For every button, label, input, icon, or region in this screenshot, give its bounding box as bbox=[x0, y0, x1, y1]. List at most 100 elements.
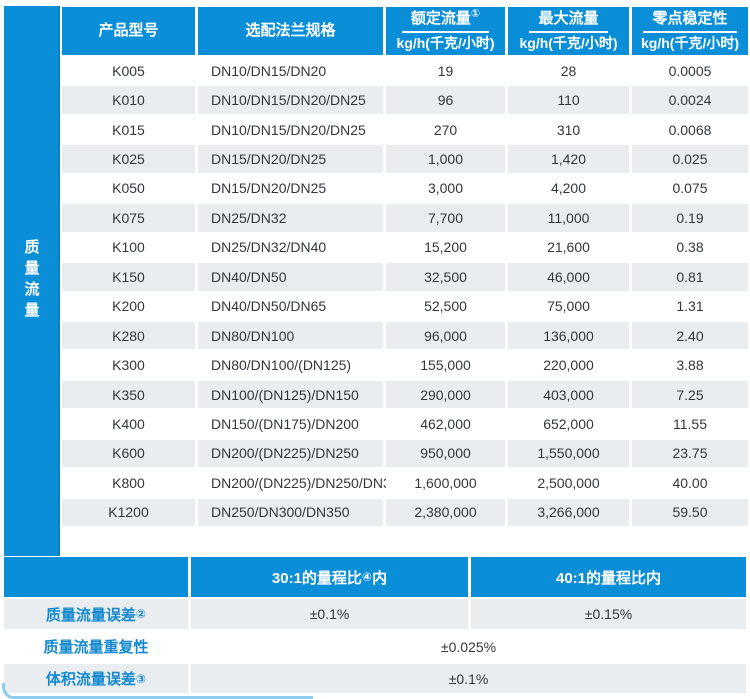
cell-model: K025 bbox=[62, 145, 195, 173]
cell-zero: 0.38 bbox=[632, 233, 748, 262]
cell-flange: DN80/DN100 bbox=[198, 321, 383, 350]
rated-flow-unit: kg/h(千克/小时) bbox=[396, 34, 495, 51]
cell-max: 3,266,000 bbox=[508, 498, 629, 526]
cell-zero: 3.88 bbox=[632, 351, 748, 379]
cell-model: K015 bbox=[62, 115, 195, 144]
cell-max: 220,000 bbox=[508, 351, 629, 379]
mass-flow-repeatability-label: 质量流量重复性 bbox=[4, 631, 188, 662]
cell-zero: 59.50 bbox=[632, 498, 748, 526]
cell-model: K075 bbox=[62, 204, 195, 232]
cell-zero: 7.25 bbox=[632, 380, 748, 409]
cell-model: K300 bbox=[62, 351, 195, 379]
cell-model: K280 bbox=[62, 321, 195, 350]
cell-flange: DN40/DN50 bbox=[198, 263, 383, 291]
accuracy-section: 30:1的量程比 ④ 内 40:1的量程比内 质量流量误差 ② ±0.1% ±0.15… bbox=[4, 557, 746, 693]
mass-flow-repeatability-value: ±0.025% bbox=[191, 631, 746, 662]
accuracy-header-turndown-40: 40:1的量程比内 bbox=[471, 557, 746, 597]
cell-rated: 15,200 bbox=[386, 233, 505, 262]
rounded-corner-decoration bbox=[2, 683, 313, 699]
cell-rated: 32,500 bbox=[386, 263, 505, 291]
col-header-rated-flow: 额定流量① kg/h(千克/小时) bbox=[386, 7, 505, 55]
cell-max: 2,500,000 bbox=[508, 469, 629, 497]
spec-table: 产品型号 选配法兰规格 额定流量① kg/h(千克/小时) 最大流量 kg/h(… bbox=[62, 7, 748, 526]
cell-max: 28 bbox=[508, 57, 629, 85]
col-header-zero-stability: 零点稳定性 kg/h(千克/小时) bbox=[632, 7, 748, 55]
cell-zero: 0.19 bbox=[632, 204, 748, 232]
cell-model: K1200 bbox=[62, 498, 195, 526]
cell-max: 403,000 bbox=[508, 380, 629, 409]
col-header-flange: 选配法兰规格 bbox=[198, 7, 383, 55]
cell-flange: DN15/DN20/DN25 bbox=[198, 145, 383, 173]
cell-max: 310 bbox=[508, 115, 629, 144]
cell-rated: 3,000 bbox=[386, 174, 505, 203]
mass-flow-error-label: 质量流量误差 ② bbox=[4, 599, 188, 629]
cell-max: 11,000 bbox=[508, 204, 629, 232]
cell-model: K400 bbox=[62, 410, 195, 438]
col-header-max-flow: 最大流量 kg/h(千克/小时) bbox=[508, 7, 629, 55]
cell-flange: DN80/DN100/(DN125) bbox=[198, 351, 383, 379]
table-body: K005 DN10/DN15/DN20 19 28 0.0005 K010 DN10/DN1… bbox=[62, 57, 748, 526]
cell-model: K150 bbox=[62, 263, 195, 291]
cell-model: K010 bbox=[62, 86, 195, 114]
cell-zero: 23.75 bbox=[632, 439, 748, 468]
volume-flow-error-label: 体积流量误差 ③ bbox=[4, 664, 188, 693]
cell-flange: DN100/(DN125)/DN150 bbox=[198, 380, 383, 409]
zero-stability-unit: kg/h(千克/小时) bbox=[641, 34, 739, 51]
cell-zero: 11.55 bbox=[632, 410, 748, 438]
footnote-1-marker: ① bbox=[470, 7, 481, 20]
cell-rated: 155,000 bbox=[386, 351, 505, 379]
rated-flow-title: 额定流量① bbox=[401, 7, 490, 33]
accuracy-header-blank-cell bbox=[4, 557, 188, 597]
cell-flange: DN15/DN20/DN25 bbox=[198, 174, 383, 203]
cell-zero: 2.40 bbox=[632, 321, 748, 350]
col-header-model: 产品型号 bbox=[62, 7, 195, 55]
cell-zero: 0.0005 bbox=[632, 57, 748, 85]
cell-zero: 0.0024 bbox=[632, 86, 748, 114]
cell-zero: 40.00 bbox=[632, 469, 748, 497]
volume-flow-error-value: ±0.1% bbox=[191, 664, 746, 693]
cell-max: 4,200 bbox=[508, 174, 629, 203]
cell-rated: 2,380,000 bbox=[386, 498, 505, 526]
cell-zero: 0.81 bbox=[632, 263, 748, 291]
cell-model: K200 bbox=[62, 292, 195, 320]
cell-flange: DN200/(DN225)/DN250/DN300 bbox=[198, 469, 406, 497]
cell-zero: 1.31 bbox=[632, 292, 748, 320]
cell-flange: DN25/DN32/DN40 bbox=[198, 233, 383, 262]
accuracy-header-turndown-30: 30:1的量程比 ④ 内 bbox=[191, 557, 468, 597]
cell-rated: 7,700 bbox=[386, 204, 505, 232]
max-flow-unit: kg/h(千克/小时) bbox=[519, 34, 618, 51]
category-label: 质量流量 bbox=[22, 239, 40, 323]
cell-model: K600 bbox=[62, 439, 195, 468]
turndown-30-tail: 内 bbox=[372, 569, 388, 587]
cell-rated: 462,000 bbox=[386, 410, 505, 438]
mass-flow-error-value-30: ±0.1% bbox=[191, 599, 468, 629]
cell-rated: 96 bbox=[386, 86, 505, 114]
cell-flange: DN10/DN15/DN20/DN25 bbox=[198, 86, 383, 114]
turndown-30-text: 30:1的量程比 bbox=[271, 569, 362, 587]
max-flow-title: 最大流量 bbox=[529, 10, 608, 33]
table-header-row: 产品型号 选配法兰规格 额定流量① kg/h(千克/小时) 最大流量 kg/h(… bbox=[62, 7, 748, 55]
cell-rated: 1,000 bbox=[386, 145, 505, 173]
cell-flange: DN150/(DN175)/DN200 bbox=[198, 410, 383, 438]
cell-zero: 0.0068 bbox=[632, 115, 748, 144]
zero-stability-title: 零点稳定性 bbox=[643, 10, 737, 33]
cell-rated: 950,000 bbox=[386, 439, 505, 468]
cell-rated: 19 bbox=[386, 57, 505, 85]
cell-max: 21,600 bbox=[508, 233, 629, 262]
cell-max: 652,000 bbox=[508, 410, 629, 438]
cell-model: K005 bbox=[62, 57, 195, 85]
cell-flange: DN10/DN15/DN20 bbox=[198, 57, 383, 85]
cell-max: 75,000 bbox=[508, 292, 629, 320]
cell-max: 1,550,000 bbox=[508, 439, 629, 468]
cell-zero: 0.025 bbox=[632, 145, 748, 173]
cell-rated: 52,500 bbox=[386, 292, 505, 320]
cell-model: K050 bbox=[62, 174, 195, 203]
mass-flow-error-value-40: ±0.15% bbox=[471, 599, 746, 629]
cell-max: 1,420 bbox=[508, 145, 629, 173]
cell-model: K800 bbox=[62, 469, 195, 497]
cell-flange: DN10/DN15/DN20/DN25 bbox=[198, 115, 383, 144]
cell-flange: DN250/DN300/DN350 bbox=[198, 498, 383, 526]
cell-rated: 290,000 bbox=[386, 380, 505, 409]
cell-rated: 96,000 bbox=[386, 321, 505, 350]
